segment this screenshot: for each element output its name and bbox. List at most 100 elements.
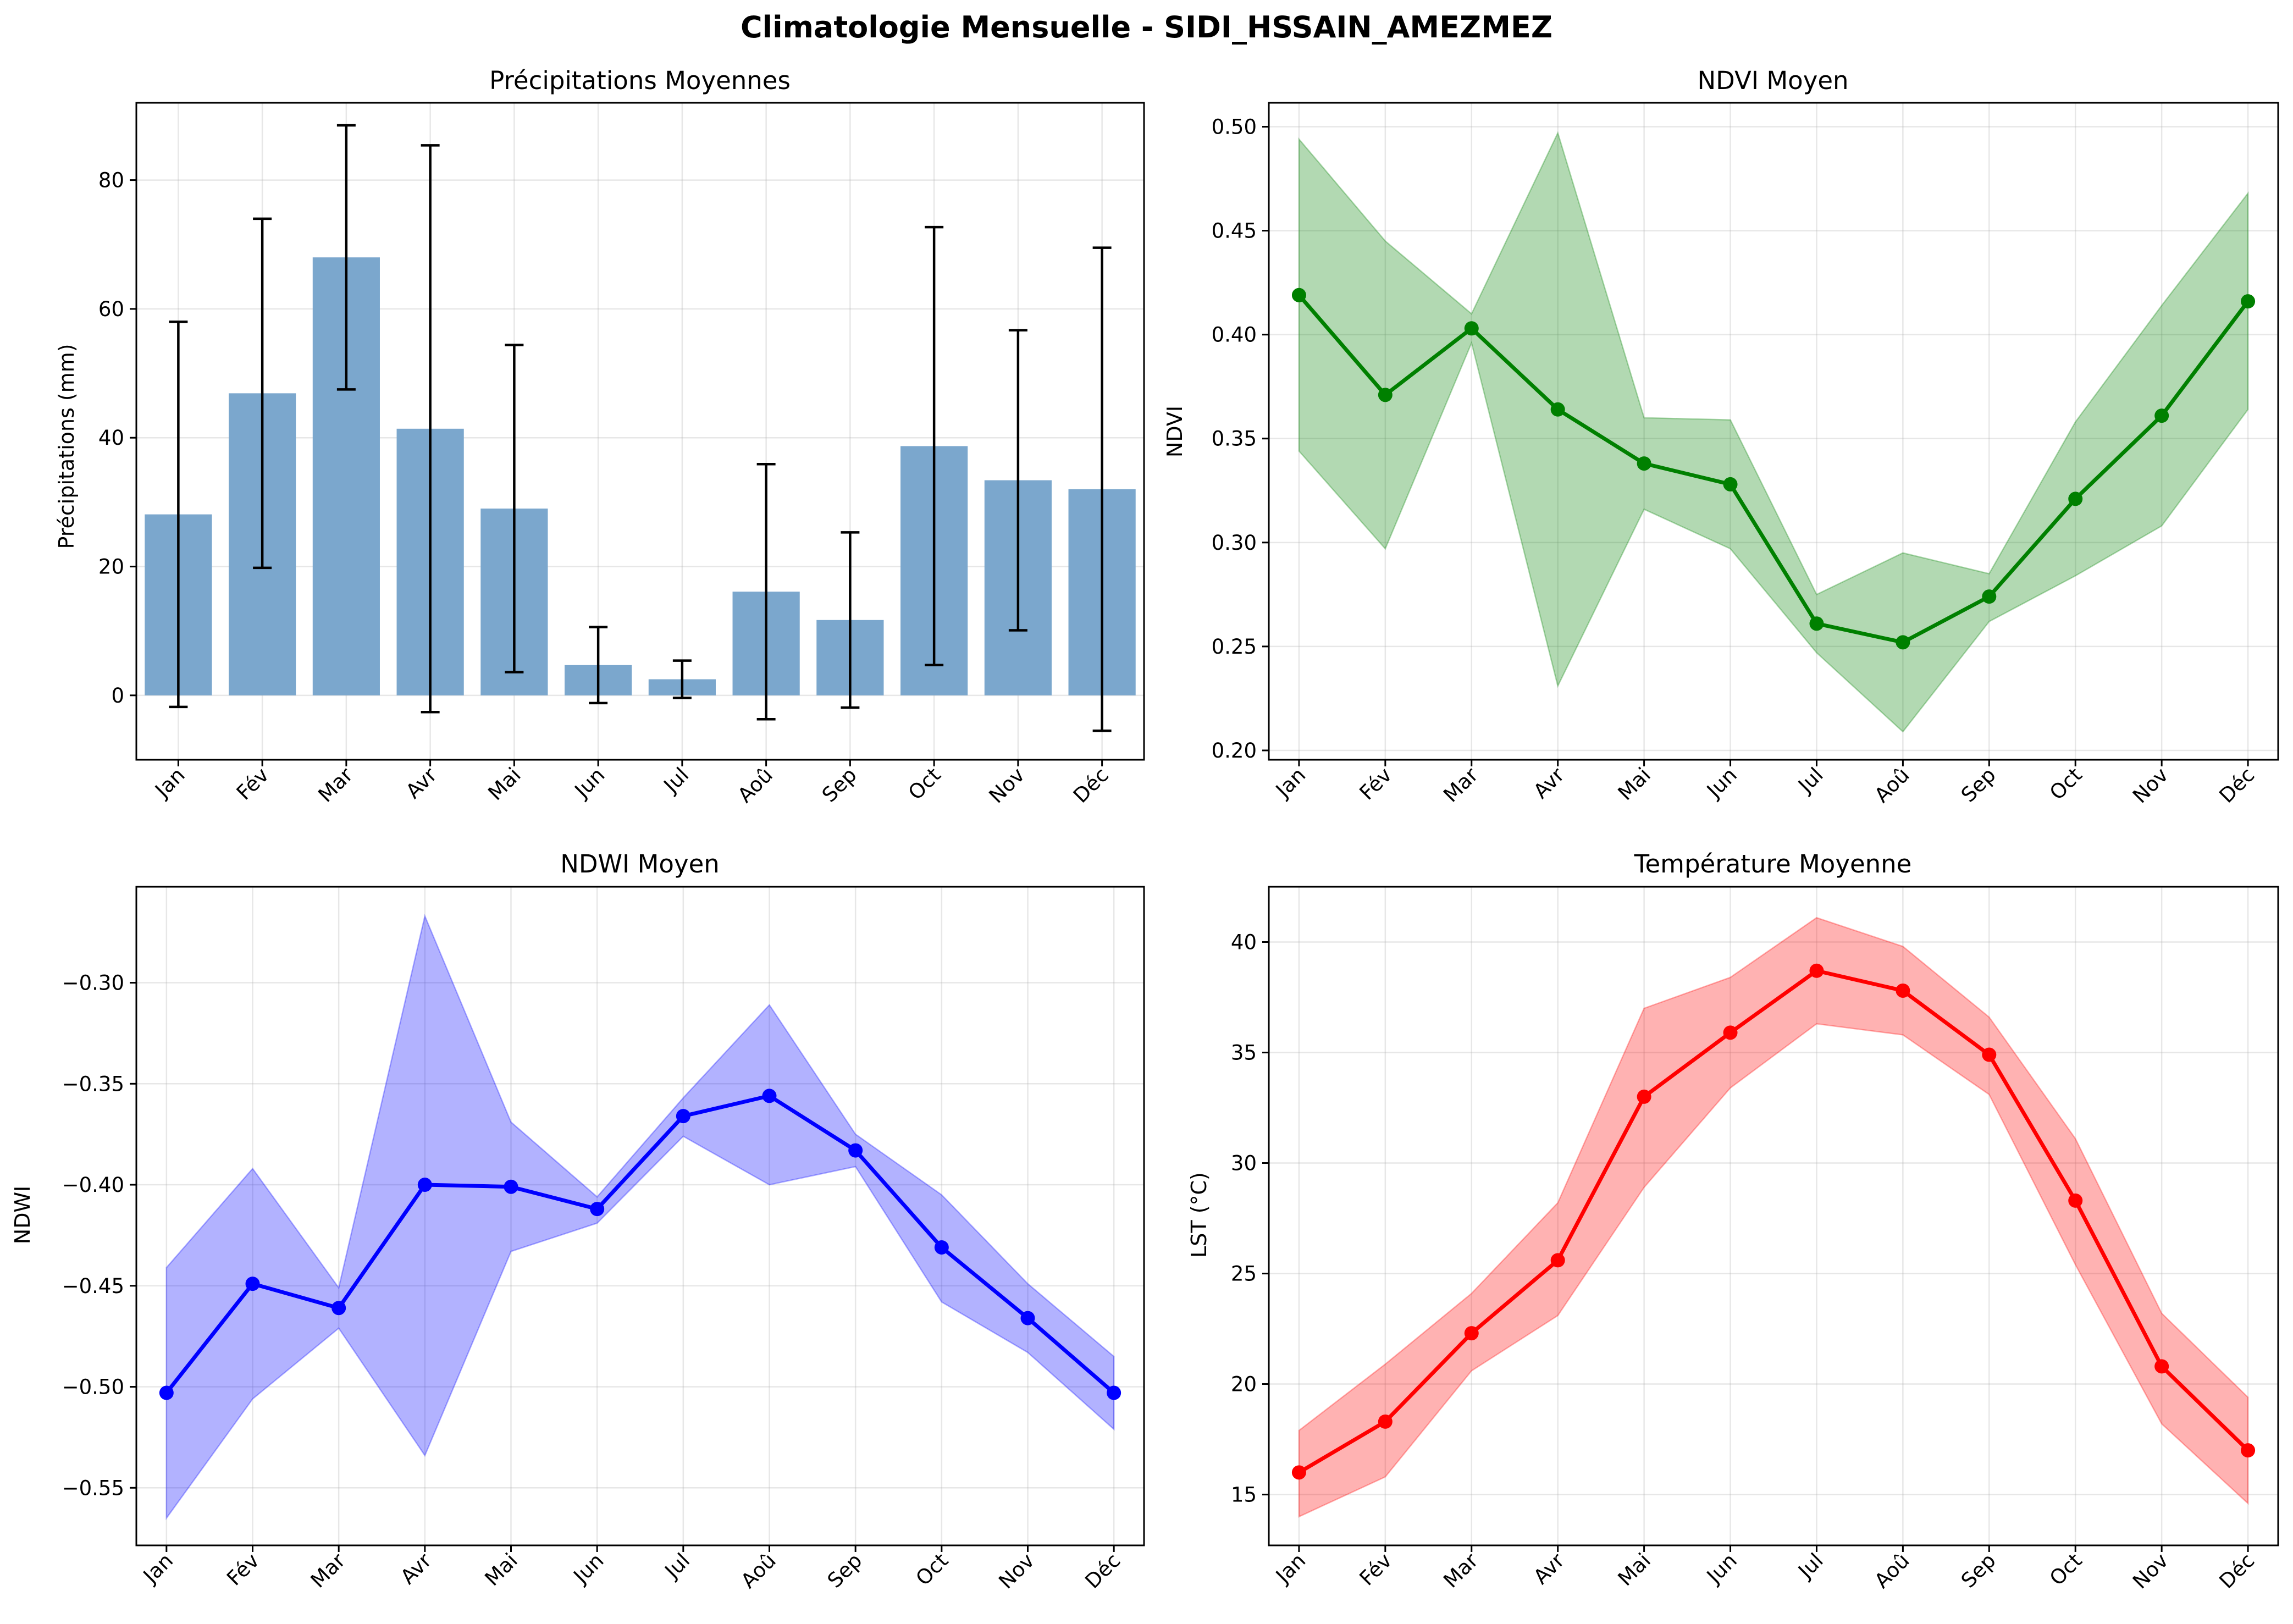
lst-xtick-label: Oct [2045,1549,2087,1590]
ndwi-xtick-label: Mar [306,1548,350,1592]
ndvi-point-nov [2154,408,2169,423]
ndvi-point-aoû [1896,635,1910,650]
ndvi-ytick-label: 0.35 [1212,427,1257,451]
ndvi-xtick-label: Mar [1439,763,1483,807]
lst-point-avr [1550,1253,1565,1268]
ndvi-ytick-label: 0.50 [1212,115,1257,139]
ndvi-point-déc [2241,294,2256,309]
ndwi-point-oct [934,1240,949,1255]
precip-xtick-label: Déc [1069,763,1113,808]
precip-xtick-label: Mar [313,763,357,807]
ndwi-xtick-label: Jul [660,1549,694,1583]
ndwi-ytick-label: −0.30 [62,971,124,995]
ndwi-xtick-label: Oct [911,1549,953,1590]
lst-xtick-label: Fév [1355,1549,1397,1590]
lst-title: Température Moyenne [1634,849,1912,879]
ndwi-point-jan [159,1385,174,1400]
ndwi-xtick-label: Fév [222,1549,264,1590]
ndwi-xtick-label: Jun [568,1549,609,1589]
ndvi-xtick-label: Aoû [1870,763,1914,807]
lst-point-mai [1637,1089,1651,1104]
lst-series-line [1298,969,2250,1474]
ndvi-ytick-label: 0.30 [1212,531,1257,555]
lst-ytick-label: 20 [1231,1373,1257,1396]
lst-xtick-label: Déc [2214,1549,2259,1593]
precip-ytick-label: 80 [98,169,124,192]
ndvi-xtick-label: Jul [1793,763,1827,798]
precipitation-chart: Précipitations Moyennes Précipitations (… [54,66,1145,808]
lst-point-jun [1723,1025,1738,1040]
ndvi-xtick-label: Déc [2214,763,2259,808]
lst-xtick-label: Mar [1439,1548,1483,1592]
ndwi-ytick-label: −0.45 [62,1274,124,1298]
ndwi-point-mar [331,1301,346,1316]
lst-point-fév [1378,1414,1393,1429]
ndwi-point-nov [1020,1311,1035,1325]
precip-axes-frame [135,102,1145,761]
ndvi-ytick-label: 0.20 [1212,739,1257,763]
ndwi-point-sep [848,1143,863,1158]
ndvi-ytick-label: 0.25 [1212,635,1257,659]
lst-ytick-label: 40 [1231,931,1257,954]
lst-point-mar [1464,1326,1479,1341]
ndvi-xtick-label: Avr [1529,763,1570,803]
lst-point-sep [1982,1047,1997,1062]
lst-point-oct [2068,1193,2083,1208]
lst-point-jan [1291,1465,1306,1480]
ndvi-ytick-label: 0.40 [1212,323,1257,347]
ndwi-ytick-label: −0.40 [62,1173,124,1197]
ndwi-ytick-label: −0.55 [62,1476,124,1500]
ndwi-point-jun [590,1202,605,1217]
lst-ylabel: LST (°C) [1187,1172,1211,1258]
lst-point-nov [2154,1359,2169,1374]
precipitation-title: Précipitations Moyennes [489,66,791,95]
ndwi-point-jul [676,1109,690,1124]
ndvi-range-band [1298,131,2249,733]
lst-chart: Température Moyenne LST (°C) 15 20 25 30 35 4… [1187,849,2279,1593]
precip-xtick-label: Jun [570,763,610,803]
precip-xtick-label: Jan [150,763,190,803]
ndvi-xtick-label: Sep [1957,763,2001,807]
precip-ytick-label: 0 [111,684,124,708]
ndwi-axes-frame [135,886,1145,1546]
precip-xtick-label: Nov [985,763,1029,808]
ndwi-xtick-label: Sep [823,1549,867,1593]
lst-point-jul [1809,963,1824,978]
ndvi-point-mar [1464,321,1479,336]
ndvi-xtick-label: Jan [1270,763,1310,803]
ndvi-xtick-label: Nov [2128,763,2173,808]
ndvi-xtick-label: Oct [2045,763,2087,805]
lst-point-aoû [1896,983,1910,998]
ndvi-point-mai [1637,456,1651,471]
ndwi-point-avr [417,1178,432,1192]
ndvi-point-jun [1723,477,1738,491]
precipitation-ylabel: Précipitations (mm) [54,344,79,549]
ndwi-ytick-label: −0.35 [62,1072,124,1096]
lst-axes-frame [1268,886,2279,1546]
precip-xtick-label: Avr [401,763,442,803]
lst-point-déc [2241,1443,2256,1458]
ndvi-title: NDVI Moyen [1697,66,1848,95]
precip-ytick-label: 20 [98,555,124,579]
precip-xtick-label: Jul [659,763,693,798]
ndwi-point-fév [245,1277,260,1291]
ndwi-xtick-label: Aoû [736,1549,780,1593]
ndvi-xtick-label: Mai [1614,763,1655,805]
ndvi-point-jul [1809,616,1824,631]
precip-ytick-label: 60 [98,297,124,321]
precip-xtick-label: Oct [904,763,946,805]
ndwi-range-band [165,914,1115,1521]
ndwi-point-déc [1107,1385,1121,1400]
lst-ytick-label: 35 [1231,1041,1257,1065]
lst-xtick-label: Jun [1701,1549,1742,1589]
precip-xtick-label: Fév [232,763,274,805]
lst-xtick-label: Avr [1529,1548,1570,1589]
precip-ytick-label: 40 [98,426,124,450]
ndwi-xtick-label: Jan [138,1549,178,1588]
ndwi-xtick-label: Avr [396,1548,437,1589]
lst-xtick-label: Mai [1614,1549,1655,1590]
ndwi-xtick-label: Déc [1080,1549,1125,1593]
lst-range-band [1298,916,2249,1518]
